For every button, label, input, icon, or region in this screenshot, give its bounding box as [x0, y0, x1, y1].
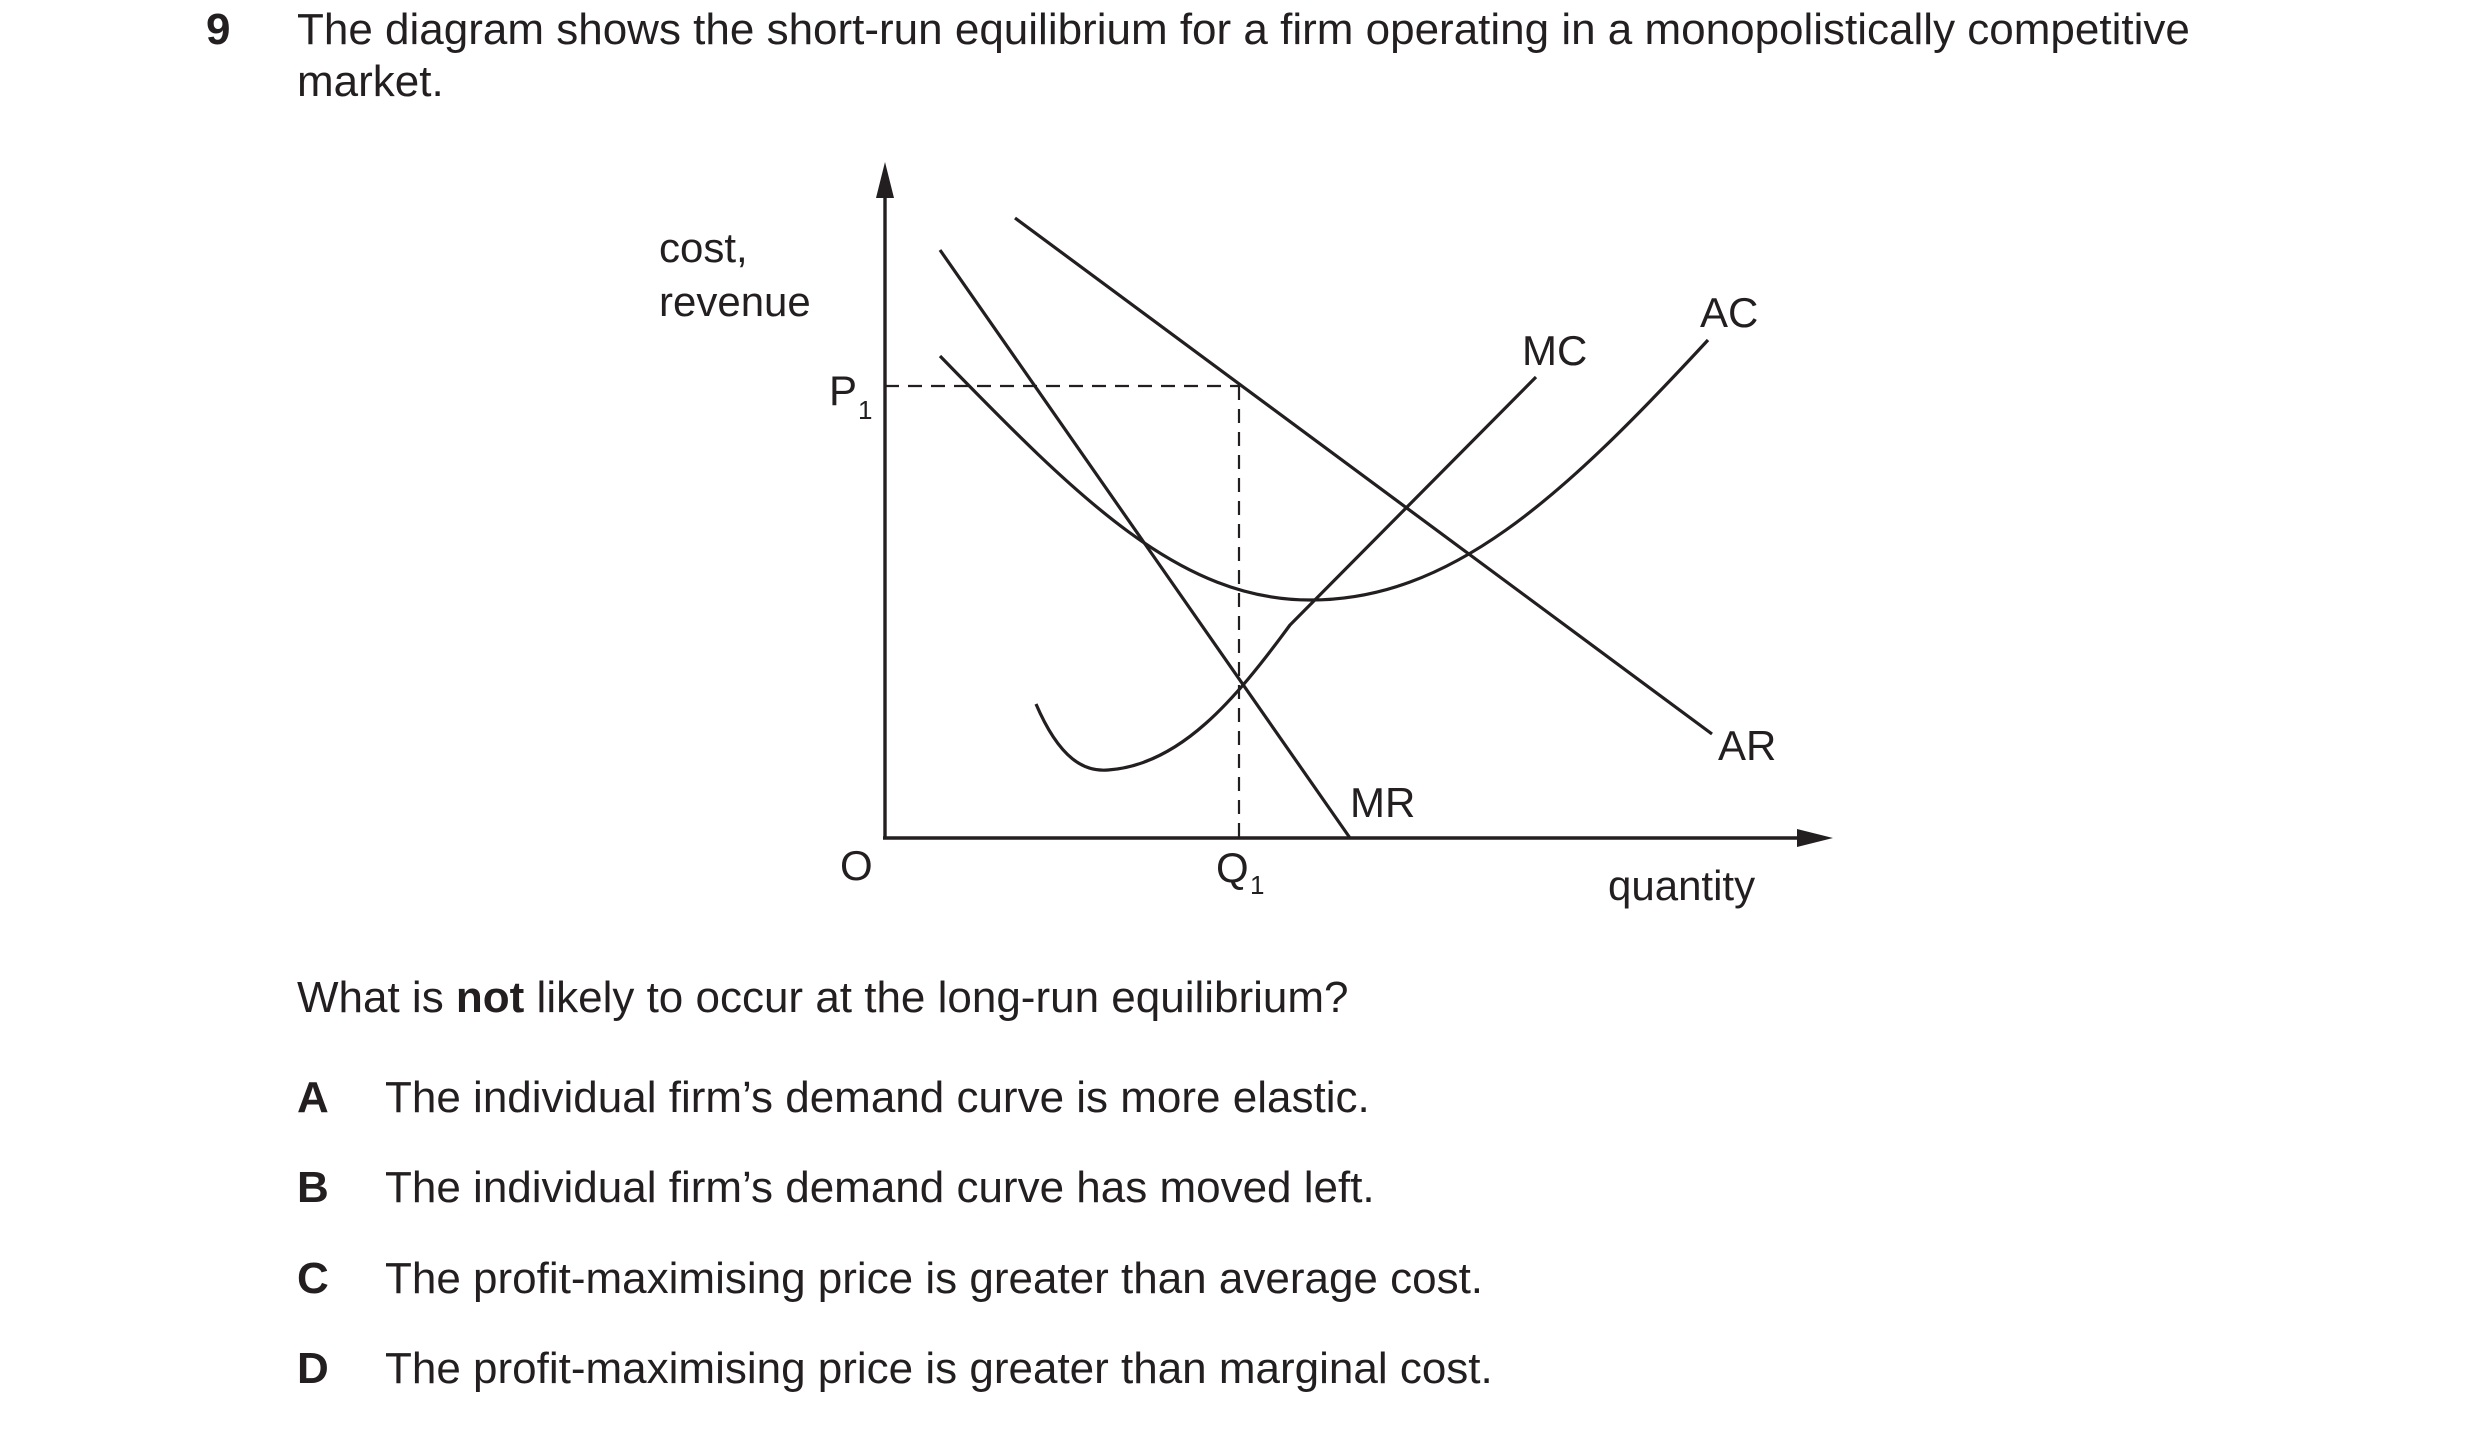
y-axis-arrowhead	[876, 162, 894, 198]
quantity-subscript: 1	[1250, 870, 1264, 900]
y-axis-label-line-1: cost,	[659, 224, 748, 271]
prompt-emphasis: not	[455, 973, 525, 1022]
option-c[interactable]: C The profit-maximising price is greater …	[297, 1252, 1483, 1306]
option-b[interactable]: B The individual firm’s demand curve has …	[297, 1161, 1375, 1215]
option-letter: A	[297, 1073, 329, 1122]
mr-label: MR	[1350, 779, 1415, 826]
ac-curve	[938, 338, 1710, 602]
ac-label: AC	[1700, 289, 1758, 336]
option-text: The individual firm’s demand curve has m…	[385, 1163, 1375, 1212]
question-number: 9	[206, 5, 231, 54]
question-prompt: What is not likely to occur at the long-…	[297, 971, 1349, 1025]
mc-curve	[1034, 375, 1538, 772]
question-stem-line-1: The diagram shows the short-run equilibr…	[297, 5, 2190, 54]
option-letter: D	[297, 1344, 329, 1393]
option-letter: C	[297, 1254, 329, 1303]
mc-label: MC	[1522, 327, 1587, 374]
option-text: The individual firm’s demand curve is mo…	[385, 1073, 1370, 1122]
x-axis-arrowhead	[1797, 829, 1833, 847]
origin-label: O	[840, 842, 873, 889]
question-stem: The diagram shows the short-run equilibr…	[297, 4, 2417, 108]
price-label: P	[829, 367, 857, 414]
quantity-label: Q	[1216, 844, 1249, 891]
option-d[interactable]: D The profit-maximising price is greater …	[297, 1342, 1493, 1396]
question-stem-line-2: market.	[297, 57, 444, 106]
ar-demand-curve	[1014, 216, 1713, 736]
x-axis-label: quantity	[1608, 862, 1755, 909]
y-axis-label-line-2: revenue	[659, 278, 811, 325]
option-a[interactable]: A The individual firm’s demand curve is m…	[297, 1071, 1370, 1125]
option-text: The profit-maximising price is greater t…	[385, 1254, 1484, 1303]
price-subscript: 1	[858, 395, 872, 425]
option-text: The profit-maximising price is greater t…	[385, 1344, 1493, 1393]
prompt-text-after: likely to occur at the long-run equilibr…	[524, 973, 1349, 1022]
option-letter: B	[297, 1163, 329, 1212]
prompt-text-before: What is	[297, 973, 456, 1022]
ar-label: AR	[1718, 722, 1776, 769]
